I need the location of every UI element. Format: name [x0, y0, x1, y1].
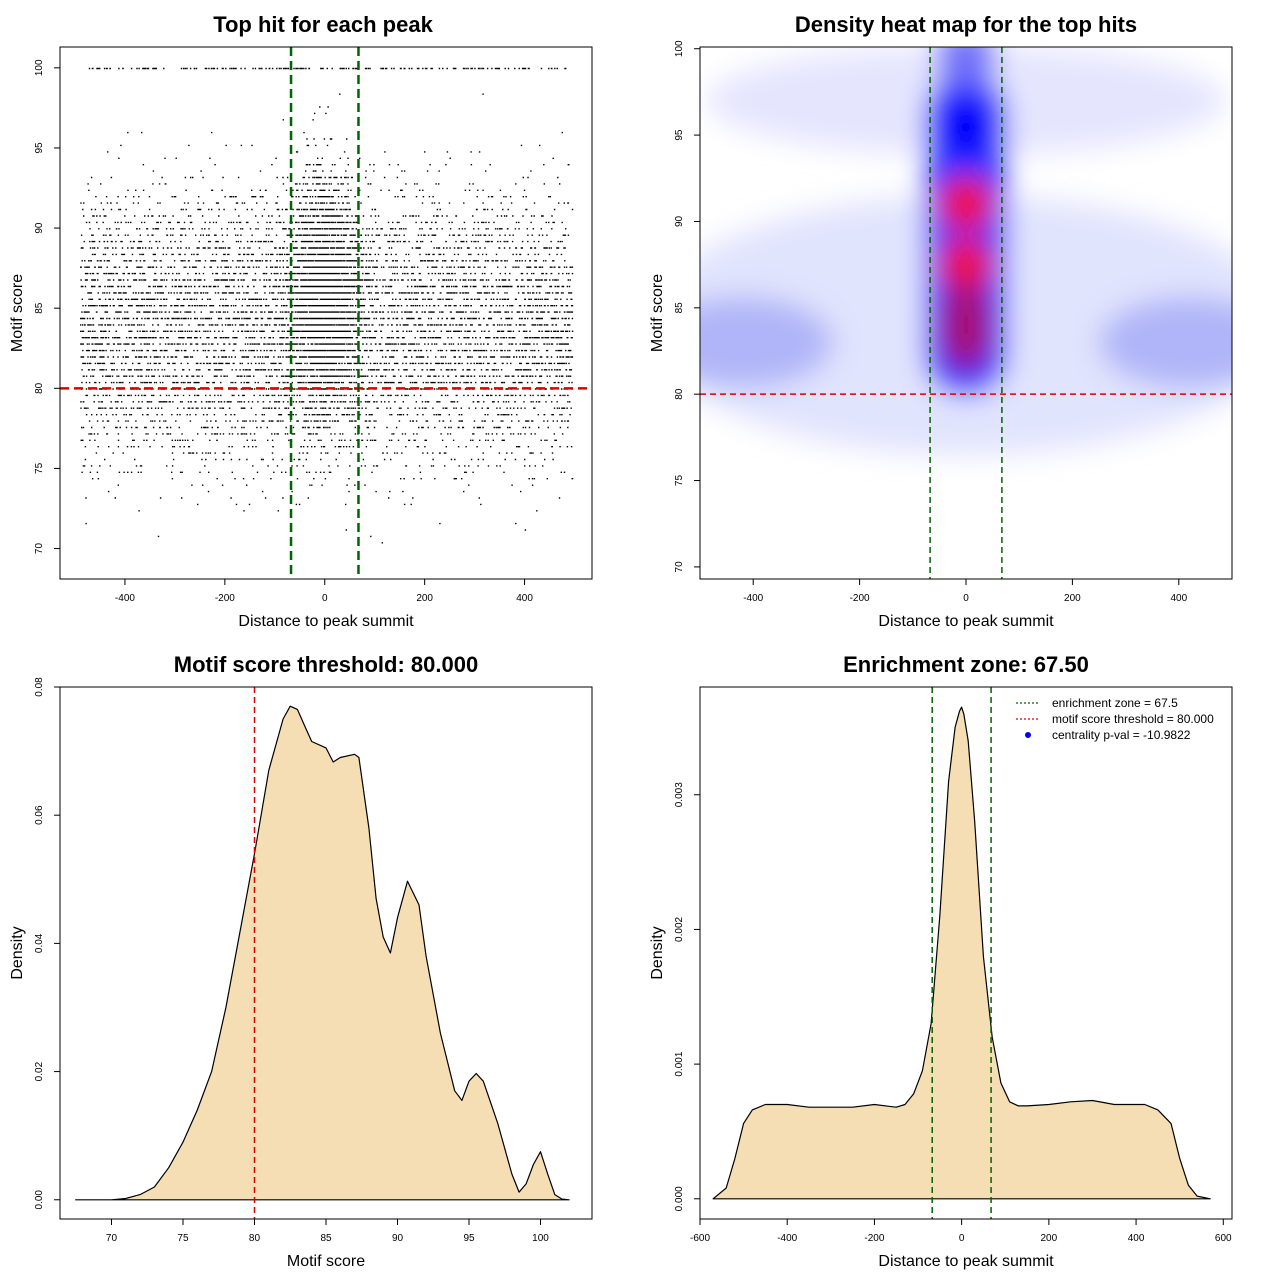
- y-tick-label: 100: [674, 40, 685, 57]
- x-tick-label: -200: [850, 593, 870, 604]
- y-tick-label: 75: [34, 462, 45, 474]
- heatmap-panel: Density heat map for the top hits -400 -2…: [649, 12, 1233, 630]
- scatter-hit-points: [80, 67, 574, 544]
- x-tick-label: -400: [777, 1233, 797, 1244]
- y-tick-label: 0.02: [34, 1061, 45, 1081]
- y-tick-label: 90: [34, 222, 45, 234]
- scatter-points: [80, 67, 574, 544]
- x-tick-label: 90: [392, 1233, 404, 1244]
- x-tick-label: -200: [864, 1233, 884, 1244]
- scatter-axes: -400 -200 0 200 400 70 75 80 85 90 95 100: [34, 59, 533, 604]
- score-density-y-axis-label: Density: [9, 926, 26, 979]
- y-tick-label: 90: [674, 215, 685, 227]
- legend-label: enrichment zone = 67.5: [1052, 696, 1178, 710]
- y-tick-label: 0.002: [674, 916, 685, 941]
- x-tick-label: 0: [322, 593, 328, 604]
- x-tick-label: 70: [106, 1233, 118, 1244]
- x-tick-label: 0: [959, 1233, 965, 1244]
- y-tick-label: 95: [674, 129, 685, 141]
- y-tick-label: 85: [34, 302, 45, 314]
- heatmap-density: [700, 47, 1232, 456]
- heat-hotspot: [936, 47, 996, 88]
- y-tick-label: 0.001: [674, 1051, 685, 1076]
- x-tick-label: 200: [1041, 1233, 1058, 1244]
- distance-density-x-axis-label: Distance to peak summit: [878, 1253, 1054, 1270]
- score-density-panel: Motif score threshold: 80.000 70 75 80 85 90…: [9, 652, 593, 1270]
- distance-density-title: Enrichment zone: 67.50: [843, 652, 1089, 677]
- y-tick-label: 75: [674, 475, 685, 487]
- x-tick-label: 80: [249, 1233, 261, 1244]
- score-density-x-axis-label: Motif score: [287, 1253, 365, 1270]
- scatter-reference-lines: [60, 47, 592, 579]
- score-density-title: Motif score threshold: 80.000: [174, 652, 478, 677]
- heat-hotspot: [940, 178, 992, 231]
- distance-density-y-axis-label: Density: [649, 926, 666, 979]
- y-tick-label: 95: [34, 142, 45, 154]
- x-tick-label: 200: [416, 593, 433, 604]
- x-tick-label: -200: [215, 593, 235, 604]
- x-tick-label: 400: [1128, 1233, 1145, 1244]
- legend-label: centrality p-val = -10.9822: [1052, 728, 1191, 742]
- heatmap-area: [700, 47, 1232, 579]
- x-tick-label: 75: [177, 1233, 189, 1244]
- y-tick-label: 0.08: [34, 677, 45, 697]
- heatmap-axes: -400 -200 0 200 400 70 75 80 85 90 95 100: [674, 40, 1188, 604]
- y-tick-label: 0.000: [674, 1186, 685, 1211]
- x-tick-label: -400: [115, 593, 135, 604]
- score-density-axes: 70 75 80 85 90 95 100 0.00 0.02 0.04 0.06 0.08: [34, 677, 549, 1244]
- distance-density-panel: Enrichment zone: 67.50 -600 -400 -200 0 200 4…: [649, 652, 1233, 1270]
- scatter-title: Top hit for each peak: [213, 12, 433, 37]
- y-tick-label: 0.00: [34, 1190, 45, 1210]
- x-tick-label: -600: [690, 1233, 710, 1244]
- y-tick-label: 70: [674, 561, 685, 573]
- x-tick-label: 0: [963, 593, 969, 604]
- heat-hotspot: [936, 96, 996, 157]
- y-tick-label: 80: [674, 388, 685, 400]
- y-tick-label: 80: [34, 382, 45, 394]
- distance-density-axes: -600 -400 -200 0 200 400 600 0.000 0.001 0.002 0.0…: [674, 782, 1232, 1244]
- distance-density-legend: enrichment zone = 67.5 motif score thresh…: [1016, 696, 1214, 742]
- heat-hotspot: [940, 238, 992, 291]
- x-tick-label: 400: [1170, 593, 1187, 604]
- heatmap-x-axis-label: Distance to peak summit: [878, 613, 1054, 630]
- distance-density-reference-lines: [931, 687, 992, 1219]
- y-tick-label: 100: [34, 59, 45, 76]
- heatmap-title: Density heat map for the top hits: [795, 12, 1137, 37]
- y-tick-label: 0.06: [34, 805, 45, 825]
- legend-label: motif score threshold = 80.000: [1052, 712, 1214, 726]
- x-tick-label: 600: [1215, 1233, 1232, 1244]
- density-area: [75, 705, 570, 1201]
- x-tick-label: 200: [1064, 593, 1081, 604]
- scatter-plot-frame: [59, 46, 593, 580]
- scatter-y-axis-label: Motif score: [9, 274, 26, 352]
- x-tick-label: -400: [743, 593, 763, 604]
- heat-blob-right: [1099, 297, 1232, 388]
- legend-point-marker: [1025, 732, 1031, 738]
- scatter-panel: Top hit for each peak -400 -200 0 200 400 70 7…: [9, 12, 593, 630]
- distance-density-plot-frame: [699, 686, 1233, 1220]
- heatmap-reference-lines: [700, 47, 1232, 579]
- y-tick-label: 70: [34, 543, 45, 555]
- x-tick-label: 100: [532, 1233, 549, 1244]
- y-tick-label: 85: [674, 302, 685, 314]
- y-tick-label: 0.04: [34, 933, 45, 953]
- distance-density-curve: [712, 706, 1211, 1200]
- score-density-curve: [75, 705, 570, 1201]
- scatter-x-axis-label: Distance to peak summit: [238, 613, 414, 630]
- x-tick-label: 400: [516, 593, 533, 604]
- heat-hotspot: [942, 280, 990, 371]
- heat-blob-left: [700, 297, 833, 388]
- x-tick-label: 95: [463, 1233, 475, 1244]
- heatmap-y-axis-label: Motif score: [649, 274, 666, 352]
- y-tick-label: 0.003: [674, 782, 685, 807]
- x-tick-label: 85: [320, 1233, 332, 1244]
- density-area: [712, 706, 1211, 1200]
